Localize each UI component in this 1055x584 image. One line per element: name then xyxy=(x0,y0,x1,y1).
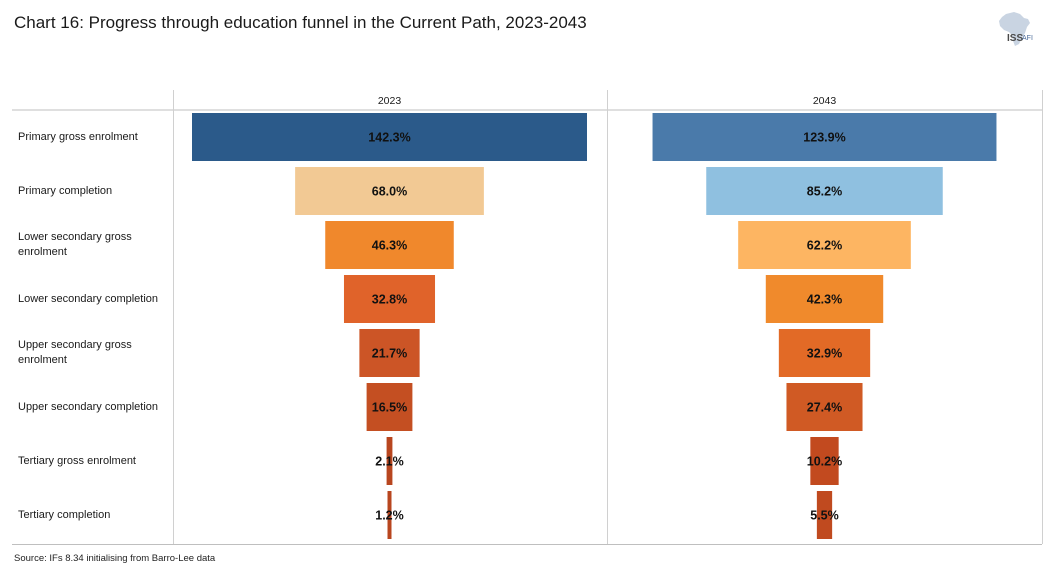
bar-value-label: 10.2% xyxy=(807,455,842,469)
bar-value-label: 16.5% xyxy=(372,401,407,415)
bar-value-label: 21.7% xyxy=(372,347,407,361)
bar-value-label: 85.2% xyxy=(807,185,842,199)
funnel-bar xyxy=(343,275,436,323)
funnel-bar xyxy=(706,167,943,215)
category-label: Primary completion xyxy=(18,184,113,197)
column-header: 2023 xyxy=(378,95,402,107)
chart-title: Chart 16: Progress through education fun… xyxy=(14,13,587,32)
bar-value-label: 62.2% xyxy=(807,239,842,253)
bar-value-label: 142.3% xyxy=(368,131,410,145)
africa-map-icon xyxy=(999,12,1030,46)
funnel-bar xyxy=(810,437,839,485)
category-label: Upper secondary completion xyxy=(18,400,159,413)
category-label: Upper secondary gross enrolment xyxy=(18,339,132,366)
funnel-bar xyxy=(765,275,884,323)
funnel-bar xyxy=(816,491,833,539)
category-label: Tertiary gross enrolment xyxy=(18,454,136,467)
funnel-bar xyxy=(786,383,863,431)
funnel-bar xyxy=(366,383,413,431)
bar-value-label: 2.1% xyxy=(375,455,404,469)
logo-text-afi: AFI xyxy=(1022,35,1033,42)
funnel-bar xyxy=(325,221,454,269)
logo-text-iss: ISS xyxy=(1007,33,1024,44)
funnel-bar xyxy=(652,113,997,161)
bar-value-label: 68.0% xyxy=(372,185,407,199)
iss-afi-logo: ISS AFI xyxy=(988,8,1040,50)
bar-value-label: 27.4% xyxy=(807,401,842,415)
bar-value-label: 46.3% xyxy=(372,239,407,253)
source-note: Source: IFs 8.34 initialising from Barro… xyxy=(14,553,216,564)
bar-value-label: 32.8% xyxy=(372,293,407,307)
funnel-bar xyxy=(359,329,420,377)
funnel-bar xyxy=(295,167,484,215)
funnel-bar xyxy=(192,113,587,161)
category-label: Tertiary completion xyxy=(18,508,111,521)
bar-value-label: 32.9% xyxy=(807,347,842,361)
funnel-bar xyxy=(738,221,911,269)
bar-value-label: 42.3% xyxy=(807,293,842,307)
bar-value-label: 5.5% xyxy=(810,509,839,523)
funnel-bar xyxy=(386,437,393,485)
column-header: 2043 xyxy=(813,95,837,107)
category-label: Primary gross enrolment xyxy=(18,130,138,143)
funnel-bar xyxy=(387,491,392,539)
bar-value-label: 1.2% xyxy=(375,509,404,523)
bar-value-label: 123.9% xyxy=(803,131,845,145)
category-label: Lower secondary completion xyxy=(18,292,159,305)
category-label: Lower secondary gross enrolment xyxy=(18,231,132,258)
funnel-bar xyxy=(778,329,871,377)
